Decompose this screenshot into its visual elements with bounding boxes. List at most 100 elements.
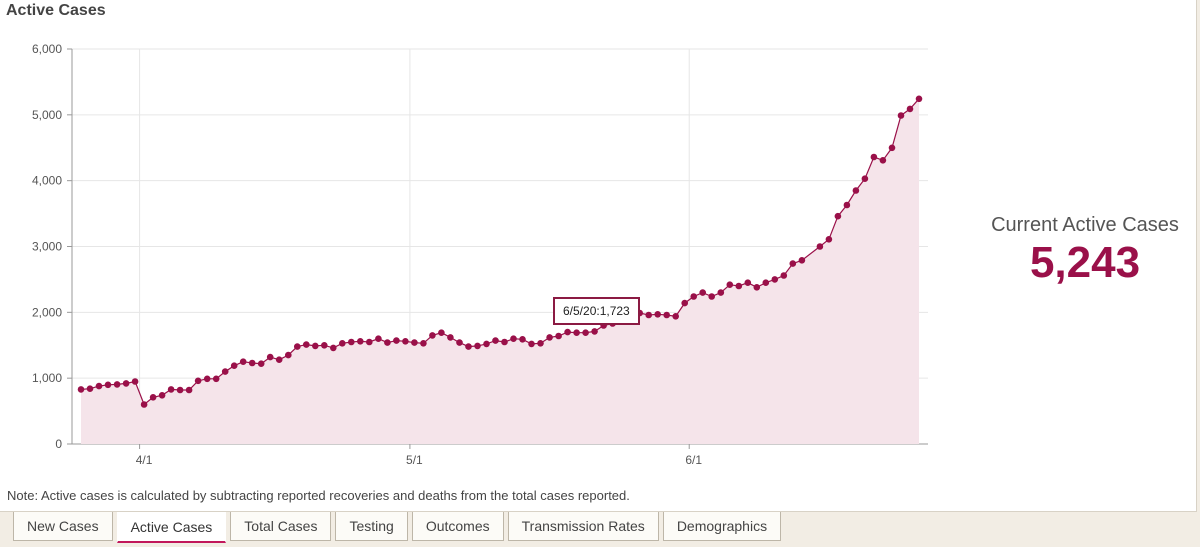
data-point[interactable] — [699, 289, 706, 296]
data-point[interactable] — [95, 382, 103, 390]
page-title: Active Cases — [6, 2, 106, 19]
data-point[interactable] — [257, 360, 265, 368]
data-point[interactable] — [122, 380, 130, 387]
data-point[interactable] — [519, 336, 526, 343]
data-point[interactable] — [420, 340, 427, 347]
data-point[interactable] — [663, 311, 670, 319]
data-point[interactable] — [212, 375, 220, 383]
y-tick-label: 0 — [55, 437, 62, 451]
data-point[interactable] — [798, 257, 806, 264]
data-point[interactable] — [203, 375, 211, 383]
data-point[interactable] — [348, 338, 355, 346]
data-point[interactable] — [654, 311, 661, 318]
data-point[interactable] — [266, 353, 274, 361]
data-point[interactable] — [555, 332, 562, 340]
data-point[interactable] — [537, 340, 544, 347]
data-point[interactable] — [591, 328, 598, 335]
data-point[interactable] — [753, 284, 761, 291]
data-point[interactable] — [275, 356, 283, 364]
tab-testing[interactable]: Testing — [335, 512, 408, 541]
data-point[interactable] — [825, 236, 833, 243]
data-point[interactable] — [312, 342, 319, 350]
x-tick-label: 4/1 — [136, 453, 153, 467]
data-point[interactable] — [816, 243, 824, 250]
data-point[interactable] — [672, 313, 679, 320]
data-point[interactable] — [330, 344, 337, 352]
tab-transmission-rates[interactable]: Transmission Rates — [507, 512, 659, 541]
data-point[interactable] — [375, 335, 382, 343]
data-point[interactable] — [131, 378, 139, 385]
data-point[interactable] — [176, 386, 184, 394]
data-point[interactable] — [780, 272, 788, 279]
data-point[interactable] — [771, 276, 779, 283]
data-point[interactable] — [564, 328, 571, 336]
data-point[interactable] — [158, 392, 166, 399]
data-point[interactable] — [582, 329, 589, 337]
data-point[interactable] — [843, 201, 851, 209]
data-point[interactable] — [303, 341, 310, 348]
tab-new-cases[interactable]: New Cases — [13, 512, 113, 541]
data-point[interactable] — [357, 338, 364, 345]
data-point[interactable] — [429, 332, 436, 339]
data-point[interactable] — [528, 340, 535, 348]
data-point[interactable] — [510, 335, 517, 343]
data-point[interactable] — [870, 153, 878, 161]
data-point[interactable] — [86, 385, 94, 393]
data-point[interactable] — [230, 362, 238, 370]
data-point[interactable] — [645, 311, 652, 319]
data-point[interactable] — [285, 351, 292, 359]
data-point[interactable] — [140, 401, 148, 408]
data-point[interactable] — [248, 359, 256, 367]
x-tick-label: 5/1 — [406, 453, 423, 467]
data-point[interactable] — [681, 299, 688, 307]
data-point[interactable] — [438, 329, 445, 337]
data-point[interactable] — [546, 334, 553, 341]
data-point[interactable] — [411, 339, 418, 346]
data-point[interactable] — [852, 187, 860, 194]
data-point[interactable] — [221, 368, 229, 375]
data-point[interactable] — [762, 279, 770, 287]
data-point[interactable] — [149, 394, 157, 401]
data-point[interactable] — [113, 381, 121, 388]
data-point[interactable] — [167, 386, 175, 393]
data-point[interactable] — [906, 105, 914, 113]
data-point[interactable] — [726, 281, 734, 289]
tab-total-cases[interactable]: Total Cases — [230, 512, 332, 541]
data-point[interactable] — [717, 289, 725, 296]
data-point[interactable] — [77, 386, 85, 393]
data-point[interactable] — [393, 337, 400, 344]
data-point[interactable] — [573, 329, 580, 337]
data-point[interactable] — [735, 282, 743, 290]
data-point[interactable] — [104, 381, 112, 389]
data-point[interactable] — [447, 334, 454, 341]
tab-outcomes[interactable]: Outcomes — [411, 512, 504, 541]
tab-active-cases[interactable]: Active Cases — [116, 512, 227, 543]
data-point[interactable] — [834, 212, 842, 220]
data-point[interactable] — [294, 343, 301, 350]
data-point[interactable] — [239, 358, 247, 366]
data-point[interactable] — [483, 340, 490, 348]
tab-demographics[interactable]: Demographics — [662, 512, 782, 541]
data-point[interactable] — [879, 157, 887, 164]
data-point[interactable] — [384, 339, 391, 346]
data-point[interactable] — [861, 175, 869, 182]
data-point[interactable] — [744, 279, 752, 287]
data-point[interactable] — [708, 293, 715, 300]
data-point[interactable] — [339, 340, 346, 347]
data-point[interactable] — [456, 339, 463, 346]
data-point[interactable] — [402, 338, 409, 345]
data-point[interactable] — [465, 343, 472, 350]
data-point[interactable] — [492, 337, 499, 344]
data-point[interactable] — [194, 377, 202, 385]
data-point[interactable] — [185, 386, 193, 394]
y-axis-ticks: 0 1,000 2,000 3,000 4,000 5,000 6,000 — [32, 42, 72, 451]
data-point[interactable] — [789, 260, 797, 267]
data-point[interactable] — [501, 338, 508, 346]
data-point[interactable] — [915, 95, 923, 103]
data-point[interactable] — [690, 293, 697, 300]
data-point[interactable] — [366, 338, 373, 346]
data-point[interactable] — [321, 342, 328, 349]
data-point[interactable] — [897, 112, 905, 119]
data-point[interactable] — [888, 144, 896, 152]
data-point[interactable] — [474, 342, 481, 350]
